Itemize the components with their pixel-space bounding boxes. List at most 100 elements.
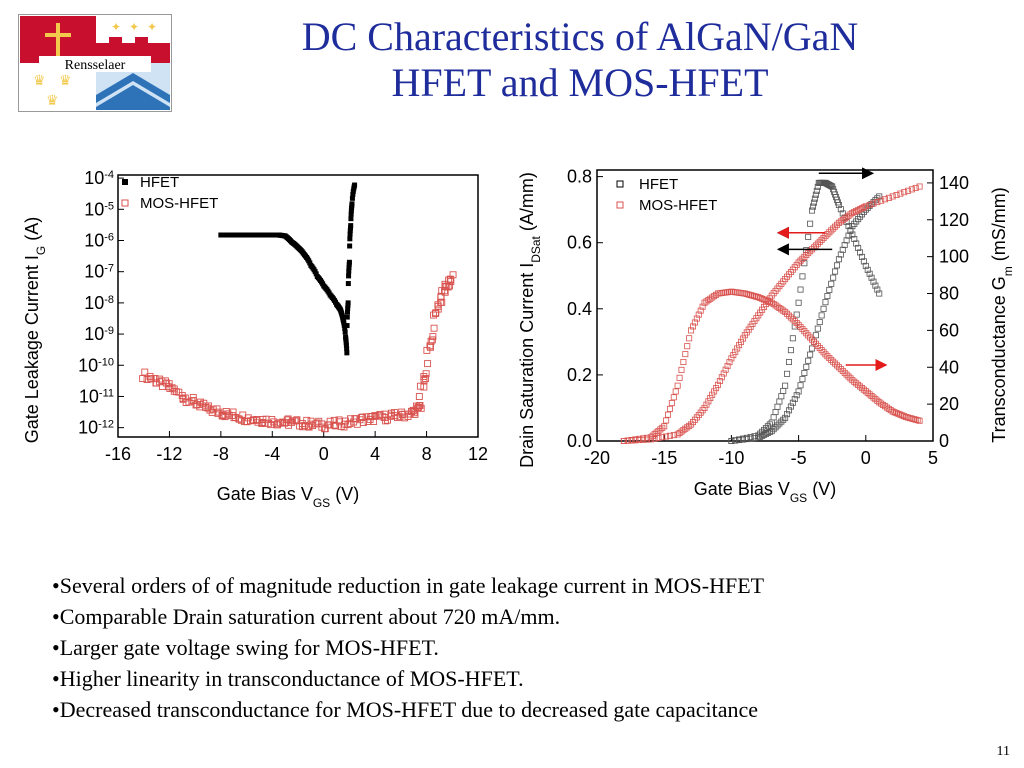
mos-hfet-point [713,385,720,392]
hfet-point [843,237,850,244]
hfet-point [343,342,349,348]
mos-hfet-point [866,201,873,208]
mos-hfet-point [268,416,276,423]
x-tick-label: 8 [422,444,432,464]
mos-hfet-point [670,394,677,401]
hfet-point [349,195,355,201]
hfet-point [849,231,856,238]
bullet-item: •Higher linearity in transconductance of… [52,666,524,691]
bullet-item: •Comparable Drain saturation current abo… [52,604,561,629]
mos-hfet-point [420,377,428,384]
hfet-point [809,207,816,214]
mos-hfet-point [668,400,675,407]
mos-hfet-point [705,398,712,405]
mos-hfet-point [359,413,367,421]
mos-hfet-point [261,419,269,427]
mos-hfet-point [649,432,656,439]
hfet-point [857,249,864,256]
mos-hfet-point [753,293,760,300]
hfet-point [809,345,816,352]
hfet-point [791,323,798,330]
mos-hfet-point [674,382,681,389]
mos-hfet-point [146,372,154,380]
mos-hfet-point [665,411,672,418]
hfet-point [342,325,348,331]
mos-hfet-point [430,324,438,332]
svg-text:✦: ✦ [111,20,121,34]
mos-hfet-point [711,388,718,395]
mos-hfet-point [814,240,821,247]
hfet-point [847,227,854,234]
mos-hfet-point [905,187,912,194]
mos-hfet-point [680,358,687,365]
hfet-point [841,242,848,249]
mos-hfet-point [276,419,284,427]
mos-hfet-point [826,229,833,236]
x-tick-label: 12 [468,444,488,464]
mos-hfet-point [713,291,720,298]
mos-hfet-point [832,360,839,367]
x-tick-label: -15 [651,448,677,468]
mos-hfet-point [676,374,683,381]
hfet-point [828,183,835,190]
mos-hfet-point [141,368,149,376]
hfet-point [348,223,354,229]
hfet-point [743,434,750,441]
mos-hfet-point [901,413,908,420]
mos-hfet-point [810,338,817,345]
mos-hfet-point [666,405,673,412]
hfet-point [799,273,806,280]
hfet-point [803,363,810,370]
mos-hfet-point [701,404,708,411]
hfet-point [761,426,768,433]
mos-hfet-point [224,410,232,418]
mos-hfet-point [899,412,906,419]
mos-hfet-point [908,186,915,193]
x-tick-label: -5 [791,448,807,468]
mos-hfet-point [707,395,714,402]
mos-hfet-point [805,332,812,339]
hfet-point [791,395,798,402]
right-y-axis-label: Drain Saturation Current IDSat (A/mm) [517,172,543,468]
mos-hfet-point [759,295,766,302]
hfet-point [872,282,879,289]
y2-tick-label: 140 [939,173,969,193]
mos-hfet-point [291,417,299,425]
mos-hfet-point [849,209,856,216]
mos-hfet-point [847,375,854,382]
hfet-point [824,293,831,300]
mos-hfet-point [864,389,871,396]
mos-hfet-point [874,199,881,206]
mos-hfet-point [415,393,423,400]
hfet-point [832,268,839,275]
mos-hfet-point [843,371,850,378]
y-tick-label: 0.4 [567,299,592,319]
hfet-point [739,435,746,442]
mos-hfet-point [714,381,721,388]
mos-hfet-point [724,362,731,369]
hfet-point [776,398,783,405]
hfet-point [807,351,814,358]
mos-hfet-point [855,381,862,388]
hfet-point [833,262,840,269]
hfet-point [872,197,879,204]
legend-label: MOS-HFET [639,197,717,214]
mos-hfet-point [325,421,333,429]
mos-hfet-point [849,377,856,384]
mos-hfet-point [816,345,823,352]
mos-hfet-point [857,383,864,390]
mos-hfet-point [807,334,814,341]
mos-hfet-point [872,396,879,403]
hfet-point [770,426,777,433]
mos-hfet-point [659,424,666,431]
mos-hfet-point [346,420,354,428]
hfet-point [876,193,883,200]
hfet-point [862,262,869,269]
y-tick-label: 10-4 [84,168,114,188]
mos-hfet-point [889,408,896,415]
hfet-point [813,187,820,194]
mos-hfet-point [732,348,739,355]
mos-hfet-point [805,250,812,257]
mos-hfet-point [181,394,189,402]
mos-hfet-point [655,427,662,434]
